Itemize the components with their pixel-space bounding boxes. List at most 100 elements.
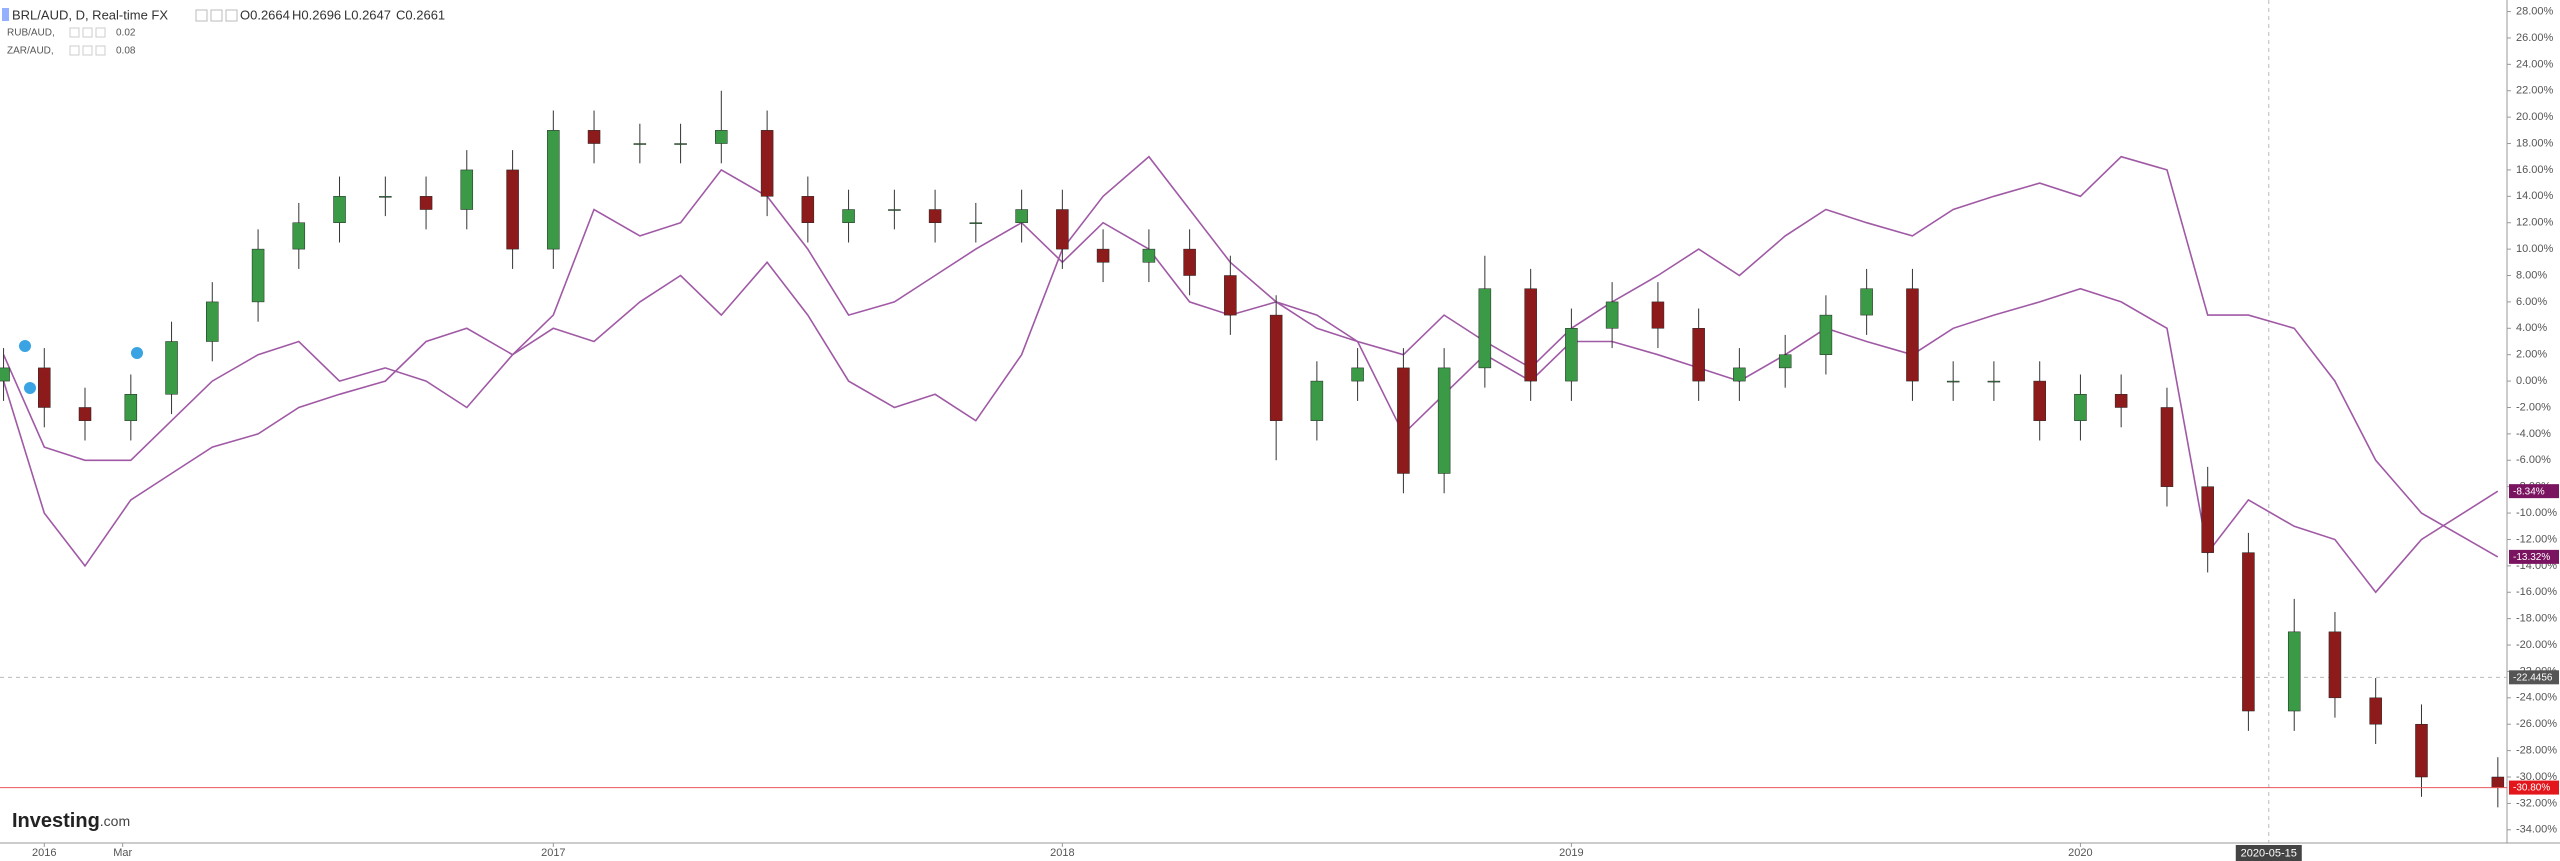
y-tick-label: 20.00% [2516,111,2554,123]
candle-body [460,169,474,210]
candle-body [2491,776,2505,788]
value-box-label: -13.32% [2513,552,2550,563]
candle-body [842,209,855,223]
candle-body [38,367,51,408]
y-tick-label: 0.00% [2516,375,2547,387]
legend-series-value: 0.02 [116,28,136,39]
candle-body [2369,697,2382,725]
settings-icon[interactable] [195,9,208,22]
candle-body [1565,328,1578,382]
y-tick-label: -26.00% [2516,718,2557,730]
event-marker[interactable] [131,347,143,359]
y-tick-label: 4.00% [2516,322,2547,334]
candle-body [1987,380,2001,383]
candle-body [1906,288,1919,382]
value-box [2509,484,2559,499]
candle-body [1651,301,1665,329]
candle-body [1524,288,1537,382]
x-tick-label: 2016 [32,847,56,859]
candle-body [2201,486,2214,553]
event-marker[interactable] [24,382,36,394]
candle-body [292,222,306,250]
legend-icon[interactable] [69,27,80,38]
candle-body [969,222,983,224]
y-tick-label: 6.00% [2516,296,2547,308]
y-tick-label: 10.00% [2516,243,2554,255]
ohlc-open: O0.2664 [240,7,290,22]
candle-body [547,130,560,250]
value-box [2509,780,2559,795]
candle-body [1733,367,1746,382]
legend-icon[interactable] [82,45,93,56]
logo-main: Investing [12,810,100,832]
event-marker[interactable] [19,340,31,352]
candle-body [506,169,519,250]
candle-body [2328,631,2342,699]
legend-icon [2,8,9,21]
close-icon[interactable] [225,9,238,22]
symbol-title[interactable]: BRL/AUD, D, Real-time FX [12,7,168,22]
y-tick-label: -2.00% [2516,401,2551,413]
candle-body [0,367,10,382]
candle-body [2160,407,2174,487]
candle-body [1605,301,1619,329]
x-tick-label: 2017 [541,847,565,859]
x-tick-label: 2018 [1050,847,1074,859]
value-box [2509,549,2559,564]
y-tick-label: -16.00% [2516,586,2557,598]
candle-body [715,130,728,144]
candle-body [2287,631,2301,712]
x-tick-label: Mar [113,847,132,859]
logo: Investing.com [12,810,130,832]
crosshair-x-label: 2020-05-15 [2241,847,2297,859]
hide-icon[interactable] [210,9,223,22]
candle-body [1142,248,1156,263]
y-tick-label: 26.00% [2516,32,2554,44]
candle-body [251,248,265,303]
y-tick-label: -12.00% [2516,533,2557,545]
candle-body [1183,248,1196,276]
y-tick-label: 16.00% [2516,164,2554,176]
candle-body [1778,354,1792,369]
candle-body [633,143,647,145]
y-tick-label: -18.00% [2516,613,2557,625]
legend-icon[interactable] [95,27,106,38]
candle-body [1056,209,1069,250]
legend-series-name[interactable]: RUB/AUD, [7,28,55,39]
ohlc-low: L0.2647 [344,7,391,22]
candle-body [1310,380,1324,421]
legend-icon[interactable] [82,27,93,38]
candle-body [206,301,219,342]
legend-icon[interactable] [95,45,106,56]
candle-body [1397,367,1410,474]
candle-body [1860,288,1873,316]
value-box [2509,670,2559,685]
legend-series-name[interactable]: ZAR/AUD, [7,46,54,57]
x-tick-label: 2019 [1559,847,1583,859]
y-tick-label: -10.00% [2516,507,2557,519]
y-tick-label: -30.00% [2516,771,2557,783]
legend-series-value: 0.08 [116,46,136,57]
candle-body [165,341,178,395]
candle-body [78,407,92,421]
value-box-label: -8.34% [2513,486,2545,497]
legend-icon[interactable] [69,45,80,56]
y-tick-label: 22.00% [2516,85,2554,97]
candle-body [2114,394,2128,408]
candle-body [124,394,138,421]
y-tick-label: -32.00% [2516,797,2557,809]
value-box-label: -30.80% [2513,783,2550,794]
y-tick-label: -6.00% [2516,454,2551,466]
candle-body [419,196,433,210]
crosshair-x-box [2235,845,2302,861]
candle-body [1096,248,1110,263]
candle-body [587,130,601,144]
y-tick-label: 2.00% [2516,349,2547,361]
y-tick-label: -28.00% [2516,745,2557,757]
candle-body [2242,552,2255,712]
y-tick-label: -4.00% [2516,428,2551,440]
y-tick-label: -34.00% [2516,824,2557,836]
